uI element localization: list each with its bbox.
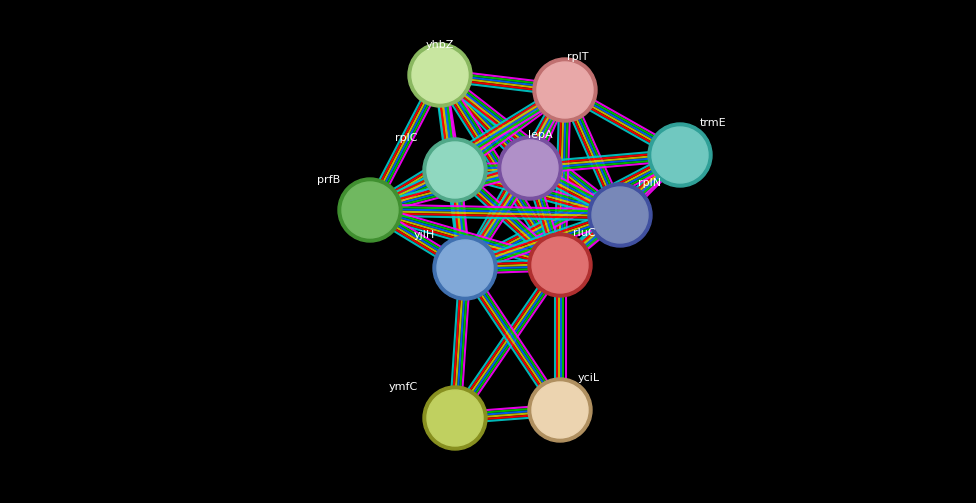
Text: rplN: rplN <box>638 178 661 188</box>
Circle shape <box>652 127 708 183</box>
Circle shape <box>592 187 648 243</box>
Text: lepA: lepA <box>528 130 552 140</box>
Circle shape <box>338 178 402 242</box>
Circle shape <box>532 382 588 438</box>
Circle shape <box>533 58 597 122</box>
Circle shape <box>433 236 497 300</box>
Text: prfB: prfB <box>317 175 340 185</box>
Circle shape <box>528 233 592 297</box>
Circle shape <box>588 183 652 247</box>
Text: yciL: yciL <box>578 373 600 383</box>
Circle shape <box>532 237 588 293</box>
Circle shape <box>502 140 558 196</box>
Circle shape <box>537 62 593 118</box>
Circle shape <box>437 240 493 296</box>
Circle shape <box>427 390 483 446</box>
Text: ymfC: ymfC <box>388 382 418 392</box>
Circle shape <box>648 123 712 187</box>
Circle shape <box>528 378 592 442</box>
Text: yhbZ: yhbZ <box>426 40 454 50</box>
Circle shape <box>423 138 487 202</box>
Circle shape <box>342 182 398 238</box>
Circle shape <box>427 142 483 198</box>
Text: trmE: trmE <box>700 118 726 128</box>
Circle shape <box>498 136 562 200</box>
Text: rplT: rplT <box>567 52 589 62</box>
Circle shape <box>412 47 468 103</box>
Text: rluC: rluC <box>573 228 595 238</box>
Text: rplC: rplC <box>395 133 418 143</box>
Circle shape <box>408 43 472 107</box>
Text: yjlH: yjlH <box>414 230 435 240</box>
Circle shape <box>423 386 487 450</box>
